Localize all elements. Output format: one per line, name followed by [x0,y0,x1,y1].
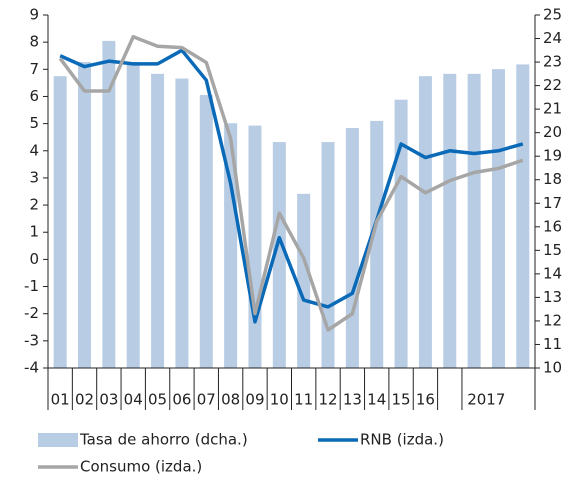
y-tick-label: 1 [29,223,39,241]
y-tick-label: -2 [24,304,39,322]
x-tick-label: 01 [51,391,70,409]
y2-tick-label: 16 [543,217,562,235]
x-tick-label: 08 [221,391,240,409]
bar [199,95,213,368]
bar [467,73,481,368]
y-tick-label: 0 [29,250,39,268]
y2-tick-label: 11 [543,335,562,353]
y2-tick-label: 22 [543,76,562,94]
y2-tick-label: 15 [543,241,562,259]
y-tick-label: 7 [29,60,39,78]
bar [102,40,116,369]
bar [418,76,432,368]
y-tick-label: 3 [29,168,39,186]
x-tick-label: 11 [294,391,313,409]
legend-swatch [38,433,78,447]
y2-tick-label: 18 [543,170,562,188]
bar [126,62,140,369]
y-tick-label: -4 [24,359,39,377]
bar [321,142,335,368]
y2-tick-label: 17 [543,194,562,212]
y2-tick-label: 10 [543,359,562,377]
y-tick-label: 6 [29,87,39,105]
y-tick-label: -3 [24,331,39,349]
x-tick-label: 2017 [467,391,505,409]
y-tick-label: 2 [29,196,39,214]
y-tick-label: 4 [29,141,39,159]
bar [394,99,408,368]
bar [443,73,457,368]
x-tick-label: 06 [172,391,191,409]
x-tick-label: 07 [197,391,216,409]
x-tick-label: 09 [245,391,264,409]
x-tick-label: 05 [148,391,167,409]
y2-tick-label: 14 [543,264,562,282]
y-tick-label: 5 [29,114,39,132]
y2-tick-label: 20 [543,123,562,141]
y2-tick-label: 25 [543,6,562,24]
bar [53,76,67,368]
x-tick-label: 16 [416,391,435,409]
bar [516,64,530,369]
bar [248,125,262,369]
y2-tick-label: 24 [543,29,562,47]
legend-label: Tasa de ahorro (dcha.) [79,431,248,449]
x-tick-label: 12 [318,391,337,409]
y2-tick-label: 12 [543,311,562,329]
bar [272,142,286,368]
y2-tick-label: 23 [543,53,562,71]
bar [175,78,189,368]
y2-tick-label: 19 [543,147,562,165]
y-tick-label: 9 [29,6,39,24]
x-tick-label: 13 [343,391,362,409]
x-tick-label: 10 [270,391,289,409]
y2-tick-label: 21 [543,100,562,118]
y2-tick-label: 13 [543,288,562,306]
bar [224,123,238,369]
bar [345,127,359,369]
x-tick-label: 02 [75,391,94,409]
legend-label: Consumo (izda.) [80,458,202,476]
bar [491,69,505,369]
line [59,48,524,324]
x-tick-label: 04 [124,391,143,409]
legend-label: RNB (izda.) [360,431,444,449]
y-tick-label: 8 [29,33,39,51]
bar [78,62,92,369]
line [58,34,524,332]
bar [370,120,384,369]
x-tick-label: 14 [367,391,386,409]
x-tick-label: 03 [99,391,118,409]
x-tick-label: 15 [392,391,411,409]
y-tick-label: -1 [24,277,39,295]
bar [151,73,165,368]
bar [297,193,311,368]
